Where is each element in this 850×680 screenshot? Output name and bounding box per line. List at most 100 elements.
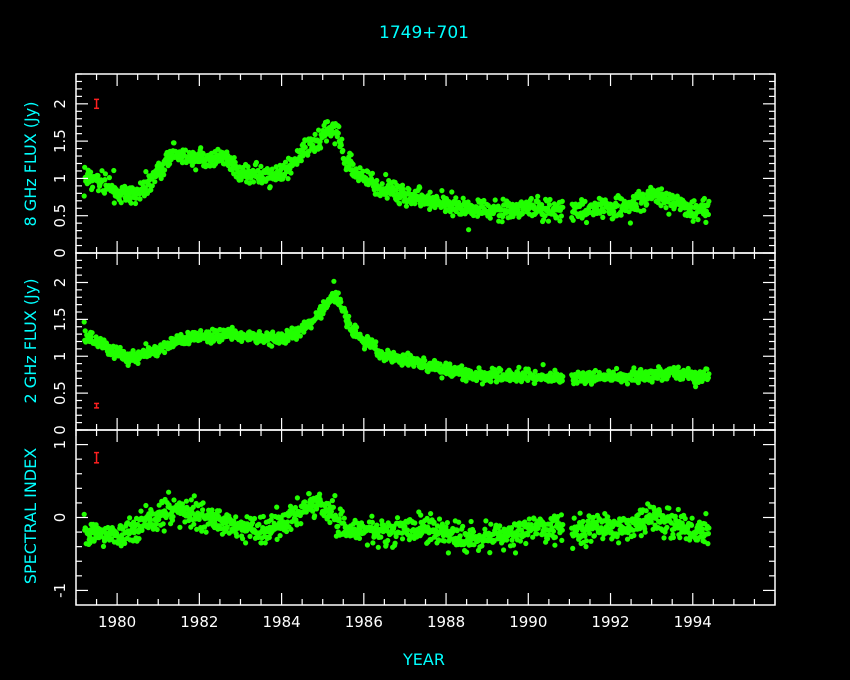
data-point [552,534,559,540]
data-point [693,384,699,390]
data-point [200,507,206,513]
panel-2: 0 0.5 1 1.5 2 [51,252,776,435]
data-point [396,201,403,207]
data-point [706,198,712,204]
data-point [689,522,695,528]
data-point [266,534,272,541]
panel-3-points [81,489,712,556]
data-point [583,544,589,550]
data-point [663,205,669,211]
x-tick-label: 1984 [262,613,300,631]
data-point [229,324,235,330]
data-point [340,147,346,154]
data-point [203,529,209,535]
data-point [308,325,314,331]
data-point [703,510,709,517]
data-point [343,309,349,315]
data-point [476,365,482,371]
data-point [583,538,590,544]
data-point [558,213,565,219]
data-point [256,521,262,527]
data-point [329,498,335,504]
data-point [614,365,620,372]
panel-2-error-bar [94,402,100,409]
data-point [447,209,453,215]
data-point [346,313,352,319]
data-point [585,518,591,524]
data-point [269,343,275,349]
data-point [498,367,504,373]
data-point [318,145,324,151]
data-point [233,514,239,520]
panel-1-points [81,119,712,233]
data-point [705,375,712,381]
data-point [701,195,708,202]
data-point [131,519,137,525]
data-point [247,515,254,522]
data-point [369,170,375,176]
data-point [317,491,323,497]
data-point [547,370,554,376]
data-point [624,381,631,387]
data-point [338,299,344,305]
data-point [588,538,594,544]
data-point [705,541,711,547]
data-point [436,537,442,544]
y-tick-label: 0 [51,425,69,435]
data-point [369,513,375,519]
data-point [504,537,510,543]
data-point [501,547,507,553]
x-tick-label: 1990 [509,613,547,631]
data-point [385,537,391,544]
data-point [199,528,205,534]
x-tick-label: 1994 [674,613,712,631]
data-point [341,515,347,521]
data-point [327,519,333,526]
data-point [336,124,342,130]
data-point [374,177,380,184]
data-point [209,507,215,513]
data-point [200,150,206,156]
data-point [81,319,87,325]
data-point [542,213,548,219]
data-point [224,524,230,530]
data-point [324,119,331,125]
data-point [468,518,474,525]
data-point [661,535,667,541]
data-point [670,534,677,541]
data-point [177,524,183,530]
data-point [545,218,552,224]
y-tick-label: -1 [51,583,69,598]
y-tick-label: 2 [51,99,69,109]
data-point [571,515,577,521]
data-point [384,195,390,201]
data-point [149,183,155,189]
data-point [274,536,280,543]
data-point [350,161,356,167]
data-point [591,533,598,539]
data-point [298,158,304,164]
data-point [689,515,695,521]
data-point [374,522,380,528]
panel-3-y-label: SPECTRAL INDEX [21,448,40,584]
data-point [404,527,410,533]
data-point [88,334,94,340]
data-point [412,201,418,207]
data-point [544,536,551,542]
data-point [292,504,298,511]
data-point [570,545,576,552]
data-point [170,514,176,520]
y-tick-label: 0 [51,248,69,258]
data-point [481,197,487,204]
data-point [312,131,318,137]
data-point [482,526,488,532]
data-point [627,220,634,226]
data-point [273,164,279,170]
data-point [372,343,378,349]
data-point [312,513,318,519]
y-tick-label: 0 [51,513,69,523]
data-point [703,219,709,225]
data-point [525,532,531,538]
x-tick-label: 1986 [345,613,383,631]
data-point [317,139,323,145]
